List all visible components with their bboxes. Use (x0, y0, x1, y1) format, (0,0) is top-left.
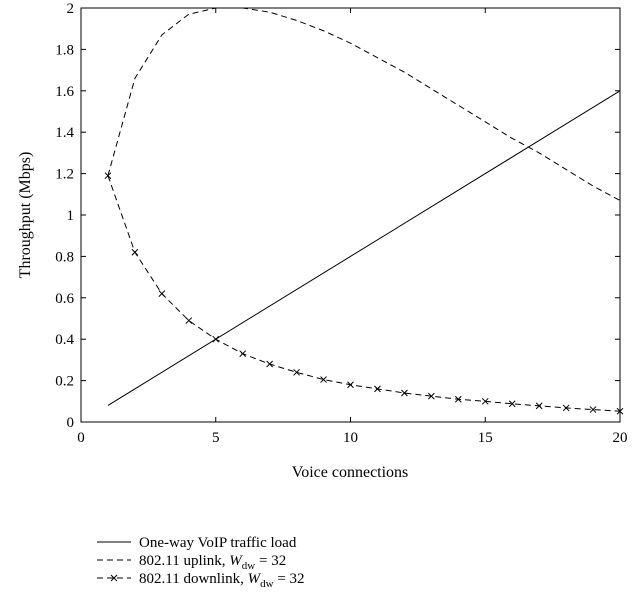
y-tick-label: 1 (67, 208, 75, 224)
x-axis-title: Voice connections (292, 464, 409, 481)
y-tick-label: 0.8 (55, 249, 74, 265)
x-tick-label: 20 (613, 430, 628, 446)
series-2-point (616, 407, 624, 415)
series-2-point (212, 335, 220, 343)
y-tick-label: 1.4 (55, 125, 74, 141)
series-line-1 (107, 7, 621, 201)
x-tick-label: 10 (343, 430, 358, 446)
axis-ticks: 0 5 10 15 20 0 0.2 0.4 0.6 0.8 1 1.2 1.4 1.6 1.8 2 (55, 1, 627, 446)
series-2-point (454, 395, 462, 403)
legend-marker-2 (110, 574, 118, 582)
series-2-point (401, 389, 408, 397)
series-2-point (562, 404, 570, 412)
legend: One-way VoIP traffic load 802.11 uplink, … (97, 535, 305, 590)
series-2-point (508, 400, 516, 408)
series-layer (104, 7, 624, 415)
series-2-point (535, 402, 543, 410)
series-2-point (481, 397, 489, 405)
series-line-0 (107, 90, 621, 406)
series-2-point (374, 385, 381, 393)
legend-label-1: 802.11 uplink, Wdw = 32 (139, 553, 286, 572)
y-tick-label: 0.2 (55, 374, 74, 390)
y-tick-label: 0.4 (55, 332, 74, 348)
series-line-2 (107, 175, 621, 412)
y-tick-label: 1.2 (55, 167, 74, 183)
y-tick-label: 2 (67, 1, 75, 17)
series-2-point (131, 248, 139, 256)
series-2-point (239, 350, 247, 358)
series-2-point (589, 406, 597, 413)
series-2-point (320, 376, 327, 383)
series-2-point (427, 392, 435, 400)
legend-label-2: 802.11 downlink, Wdw = 32 (139, 571, 305, 590)
series-2-point (104, 172, 112, 180)
series-2-point (158, 290, 166, 298)
series-2-point (185, 317, 193, 324)
y-tick-label: 1.8 (55, 42, 74, 58)
x-tick-label: 0 (77, 430, 85, 446)
legend-label-0: One-way VoIP traffic load (139, 535, 297, 551)
y-tick-label: 0 (67, 415, 75, 431)
y-tick-label: 1.6 (55, 84, 74, 100)
x-tick-label: 15 (478, 430, 493, 446)
x-tick-label: 5 (212, 430, 220, 446)
series-2-point (266, 360, 274, 368)
plot-area-frame (80, 7, 621, 423)
series-2-point (293, 368, 300, 376)
y-tick-label: 0.6 (55, 291, 74, 307)
y-axis-title: Throughput (Mbps) (17, 152, 34, 279)
series-2-point (347, 381, 354, 389)
